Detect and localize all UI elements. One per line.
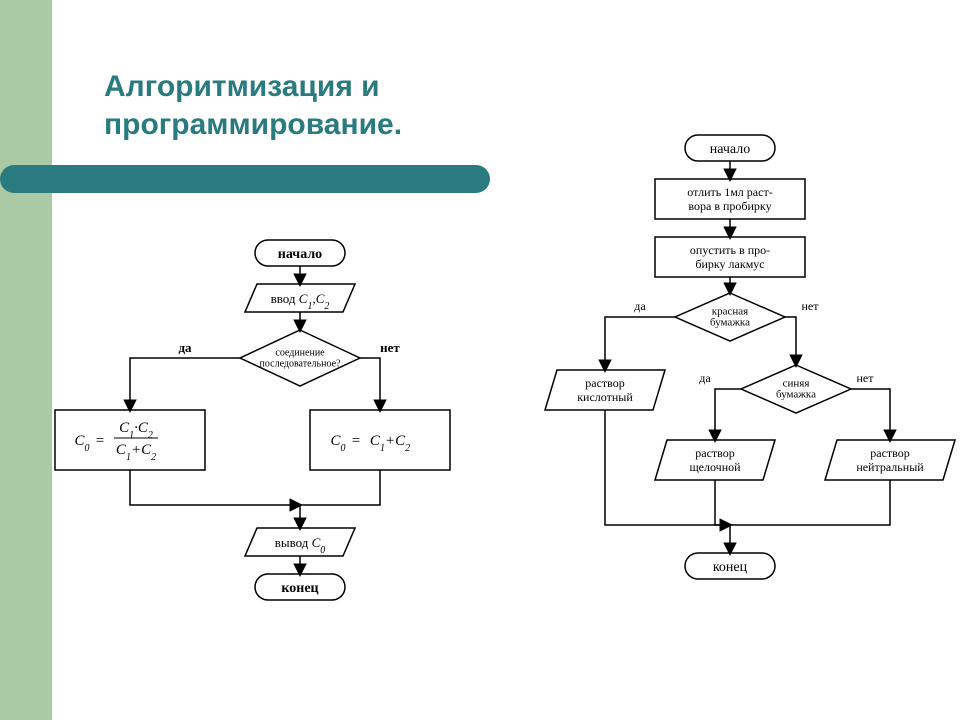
svg-text:кислотный: кислотный xyxy=(577,390,633,404)
svg-text:вора в пробирку: вора в пробирку xyxy=(688,199,771,213)
svg-text:щелочной: щелочной xyxy=(689,460,741,474)
svg-text:бумажка: бумажка xyxy=(776,389,816,401)
svg-text:да: да xyxy=(178,340,192,355)
svg-text:конец: конец xyxy=(281,581,318,596)
svg-text:да: да xyxy=(634,299,646,313)
svg-text:начало: начало xyxy=(278,247,322,262)
svg-text:начало: начало xyxy=(710,142,751,157)
svg-text:раствор: раствор xyxy=(870,446,909,460)
svg-text:соединение: соединение xyxy=(275,348,325,359)
svg-text:бумажка: бумажка xyxy=(710,317,750,329)
svg-text:нет: нет xyxy=(802,299,820,313)
svg-text:отлить 1мл раст-: отлить 1мл раст- xyxy=(687,185,772,199)
svg-text:=: = xyxy=(352,433,360,449)
svg-text:да: да xyxy=(699,371,711,385)
svg-text:=: = xyxy=(96,433,104,449)
flowcharts-canvas: началоввод C1,C2соединениепоследовательн… xyxy=(0,0,960,720)
svg-text:опустить в про-: опустить в про- xyxy=(690,243,770,257)
svg-text:бирку лакмус: бирку лакмус xyxy=(695,257,764,271)
svg-text:раствор: раствор xyxy=(695,446,734,460)
svg-text:конец: конец xyxy=(713,560,748,575)
flowchart-right: начало отлить 1мл раст-вора в пробирку опу… xyxy=(545,135,955,579)
svg-text:нейтральный: нейтральный xyxy=(856,460,924,474)
svg-text:нет: нет xyxy=(857,371,875,385)
svg-text:нет: нет xyxy=(380,340,400,355)
flowchart-left: началоввод C1,C2соединениепоследовательн… xyxy=(55,240,450,600)
svg-text:раствор: раствор xyxy=(585,376,624,390)
svg-text:последовательное?: последовательное? xyxy=(260,359,341,370)
